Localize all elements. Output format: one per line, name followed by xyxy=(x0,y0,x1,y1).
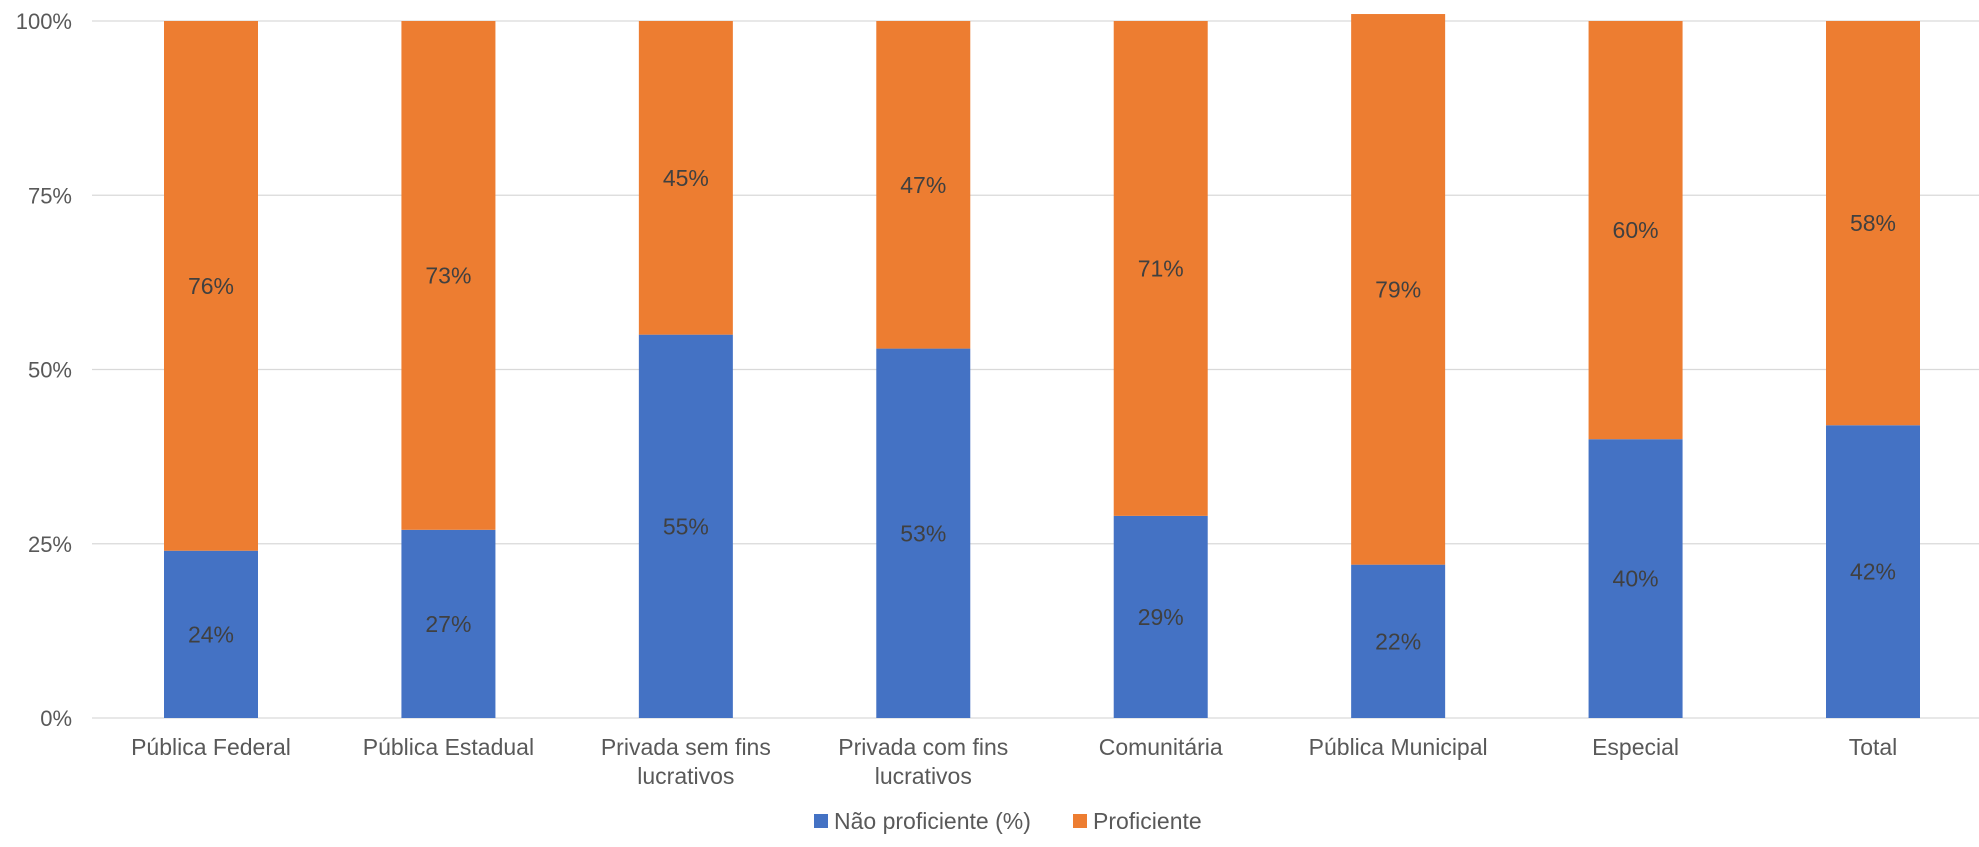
bar-segment-nao-proficiente xyxy=(1588,439,1683,718)
bars xyxy=(164,14,1920,718)
data-label: 55% xyxy=(663,513,709,539)
data-label: 42% xyxy=(1850,559,1896,585)
data-label: 58% xyxy=(1850,210,1896,236)
bar-segment-proficiente xyxy=(638,21,733,335)
x-tick-label: Comunitária xyxy=(1099,734,1223,760)
data-label: 45% xyxy=(663,165,709,191)
data-label: 79% xyxy=(1375,276,1421,302)
y-tick-label: 0% xyxy=(40,706,72,731)
bar-segment-proficiente xyxy=(1113,21,1208,516)
bar-segment-nao-proficiente xyxy=(1113,515,1208,718)
y-axis-ticks: 0% 25% 50% 75% 100% xyxy=(16,9,72,731)
bar-segment-proficiente xyxy=(164,21,258,551)
data-label: 40% xyxy=(1613,566,1659,592)
x-tick-label: lucrativos xyxy=(637,763,734,789)
bar-segment-nao-proficiente xyxy=(401,529,496,718)
legend-swatch xyxy=(1073,814,1087,828)
data-label: 53% xyxy=(900,520,946,546)
gridlines xyxy=(92,20,1979,719)
x-axis-ticks: Pública Federal Pública Estadual Privada s… xyxy=(131,734,1897,789)
bar-segment-proficiente xyxy=(1588,21,1683,440)
data-label: 71% xyxy=(1138,255,1184,281)
legend-label: Não proficiente (%) xyxy=(834,808,1031,834)
bar-segment-proficiente xyxy=(876,21,971,349)
legend-swatch xyxy=(814,814,828,828)
x-tick-label: Privada com fins xyxy=(838,734,1008,760)
bar-segment-proficiente xyxy=(401,21,496,530)
data-label: 29% xyxy=(1138,604,1184,630)
x-tick-label: Privada sem fins xyxy=(601,734,771,760)
y-tick-label: 50% xyxy=(28,358,72,383)
data-label: 60% xyxy=(1613,217,1659,243)
bar-segment-nao-proficiente xyxy=(876,348,971,718)
bar-segment-proficiente xyxy=(1351,14,1446,565)
y-tick-label: 100% xyxy=(16,9,72,34)
bar-segment-nao-proficiente xyxy=(1826,425,1920,718)
legend-label: Proficiente xyxy=(1093,808,1202,834)
data-label: 27% xyxy=(425,611,471,637)
x-tick-label: lucrativos xyxy=(875,763,972,789)
legend: Não proficiente (%) Proficiente xyxy=(814,808,1202,834)
bar-segment-nao-proficiente xyxy=(638,334,733,718)
data-label: 24% xyxy=(188,621,234,647)
y-tick-label: 75% xyxy=(28,183,72,208)
data-label: 47% xyxy=(900,172,946,198)
x-tick-label: Pública Estadual xyxy=(363,734,534,760)
bar-segment-proficiente xyxy=(1826,21,1920,426)
x-tick-label: Total xyxy=(1849,734,1898,760)
bar-segment-nao-proficiente xyxy=(1351,564,1446,718)
x-tick-label: Pública Municipal xyxy=(1309,734,1488,760)
y-tick-label: 25% xyxy=(28,532,72,557)
data-label: 76% xyxy=(188,273,234,299)
data-label: 73% xyxy=(425,262,471,288)
data-label: 22% xyxy=(1375,628,1421,654)
x-tick-label: Especial xyxy=(1592,734,1679,760)
bar-segment-nao-proficiente xyxy=(164,550,258,718)
x-tick-label: Pública Federal xyxy=(131,734,291,760)
data-labels: 24% 76% 27% 73% 55% 45% 53% 47% 29% 71% 22% 79% 40% 6… xyxy=(188,165,1896,655)
